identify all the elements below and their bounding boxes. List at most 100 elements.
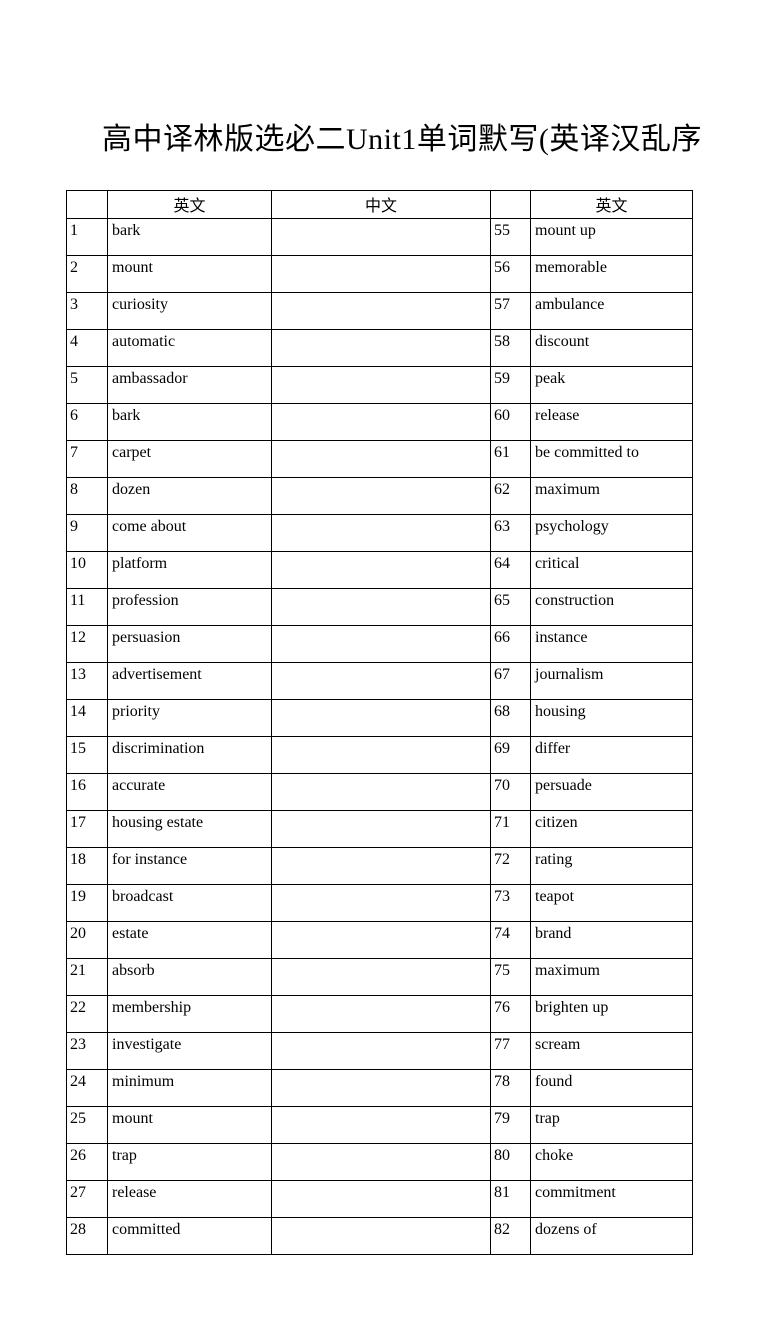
row-number-left: 21 <box>66 958 108 996</box>
row-number-right: 58 <box>490 329 531 367</box>
row-number-right: 59 <box>490 366 531 404</box>
english-word-left: curiosity <box>107 292 272 330</box>
row-number-left: 5 <box>66 366 108 404</box>
english-word-left: mount <box>107 255 272 293</box>
row-number-left: 15 <box>66 736 108 774</box>
header-english-right: 英文 <box>530 190 693 219</box>
english-word-left: bark <box>107 403 272 441</box>
english-word-left: release <box>107 1180 272 1218</box>
table-row: 6 bark 60 release <box>66 403 693 441</box>
table-row: 24 minimum 78 found <box>66 1069 693 1107</box>
english-word-right: housing <box>530 699 693 737</box>
row-number-right: 70 <box>490 773 531 811</box>
english-word-right: be committed to <box>530 440 693 478</box>
table-row: 23 investigate 77 scream <box>66 1032 693 1070</box>
table-row: 17 housing estate 71 citizen <box>66 810 693 848</box>
table-row: 12 persuasion 66 instance <box>66 625 693 663</box>
english-word-left: priority <box>107 699 272 737</box>
table-row: 7 carpet 61 be committed to <box>66 440 693 478</box>
row-number-right: 67 <box>490 662 531 700</box>
row-number-left: 10 <box>66 551 108 589</box>
english-word-right: maximum <box>530 477 693 515</box>
english-word-right: found <box>530 1069 693 1107</box>
header-english-left: 英文 <box>107 190 272 219</box>
table-row: 9 come about 63 psychology <box>66 514 693 552</box>
row-number-right: 75 <box>490 958 531 996</box>
english-word-left: absorb <box>107 958 272 996</box>
english-word-right: rating <box>530 847 693 885</box>
header-number-right <box>490 190 531 219</box>
row-number-left: 23 <box>66 1032 108 1070</box>
english-word-right: dozens of <box>530 1217 693 1255</box>
row-number-right: 60 <box>490 403 531 441</box>
row-number-left: 7 <box>66 440 108 478</box>
chinese-answer-cell <box>271 1143 491 1181</box>
row-number-right: 71 <box>490 810 531 848</box>
table-row: 19 broadcast 73 teapot <box>66 884 693 922</box>
chinese-answer-cell <box>271 1217 491 1255</box>
chinese-answer-cell <box>271 440 491 478</box>
table-row: 21 absorb 75 maximum <box>66 958 693 996</box>
chinese-answer-cell <box>271 1069 491 1107</box>
english-word-right: discount <box>530 329 693 367</box>
table-row: 16 accurate 70 persuade <box>66 773 693 811</box>
english-word-left: profession <box>107 588 272 626</box>
chinese-answer-cell <box>271 847 491 885</box>
english-word-left: for instance <box>107 847 272 885</box>
english-word-left: minimum <box>107 1069 272 1107</box>
chinese-answer-cell <box>271 958 491 996</box>
header-number-left <box>66 190 108 219</box>
table-row: 26 trap 80 choke <box>66 1143 693 1181</box>
row-number-left: 16 <box>66 773 108 811</box>
english-word-right: psychology <box>530 514 693 552</box>
chinese-answer-cell <box>271 292 491 330</box>
english-word-right: brighten up <box>530 995 693 1033</box>
row-number-left: 27 <box>66 1180 108 1218</box>
english-word-right: differ <box>530 736 693 774</box>
table-row: 14 priority 68 housing <box>66 699 693 737</box>
row-number-left: 17 <box>66 810 108 848</box>
english-word-left: come about <box>107 514 272 552</box>
chinese-answer-cell <box>271 551 491 589</box>
english-word-left: housing estate <box>107 810 272 848</box>
row-number-left: 6 <box>66 403 108 441</box>
table-row: 8 dozen 62 maximum <box>66 477 693 515</box>
english-word-left: mount <box>107 1106 272 1144</box>
table-row: 2 mount 56 memorable <box>66 255 693 293</box>
row-number-right: 62 <box>490 477 531 515</box>
row-number-left: 9 <box>66 514 108 552</box>
header-chinese: 中文 <box>271 190 491 219</box>
vocab-table: 英文 中文 英文 1 bark 55 mount up 2 mount 56 memorabl… <box>66 190 693 1255</box>
english-word-left: investigate <box>107 1032 272 1070</box>
chinese-answer-cell <box>271 588 491 626</box>
chinese-answer-cell <box>271 514 491 552</box>
row-number-left: 1 <box>66 218 108 256</box>
chinese-answer-cell <box>271 477 491 515</box>
row-number-left: 20 <box>66 921 108 959</box>
english-word-right: release <box>530 403 693 441</box>
row-number-right: 65 <box>490 588 531 626</box>
english-word-right: trap <box>530 1106 693 1144</box>
english-word-right: construction <box>530 588 693 626</box>
row-number-right: 81 <box>490 1180 531 1218</box>
table-row: 1 bark 55 mount up <box>66 218 693 256</box>
table-row: 25 mount 79 trap <box>66 1106 693 1144</box>
row-number-left: 2 <box>66 255 108 293</box>
english-word-left: bark <box>107 218 272 256</box>
table-row: 22 membership 76 brighten up <box>66 995 693 1033</box>
english-word-left: trap <box>107 1143 272 1181</box>
table-row: 11 profession 65 construction <box>66 588 693 626</box>
row-number-right: 76 <box>490 995 531 1033</box>
english-word-left: broadcast <box>107 884 272 922</box>
english-word-left: membership <box>107 995 272 1033</box>
chinese-answer-cell <box>271 884 491 922</box>
row-number-left: 13 <box>66 662 108 700</box>
row-number-right: 77 <box>490 1032 531 1070</box>
english-word-right: mount up <box>530 218 693 256</box>
row-number-right: 78 <box>490 1069 531 1107</box>
row-number-left: 24 <box>66 1069 108 1107</box>
row-number-right: 74 <box>490 921 531 959</box>
english-word-left: platform <box>107 551 272 589</box>
row-number-right: 68 <box>490 699 531 737</box>
table-row: 15 discrimination 69 differ <box>66 736 693 774</box>
